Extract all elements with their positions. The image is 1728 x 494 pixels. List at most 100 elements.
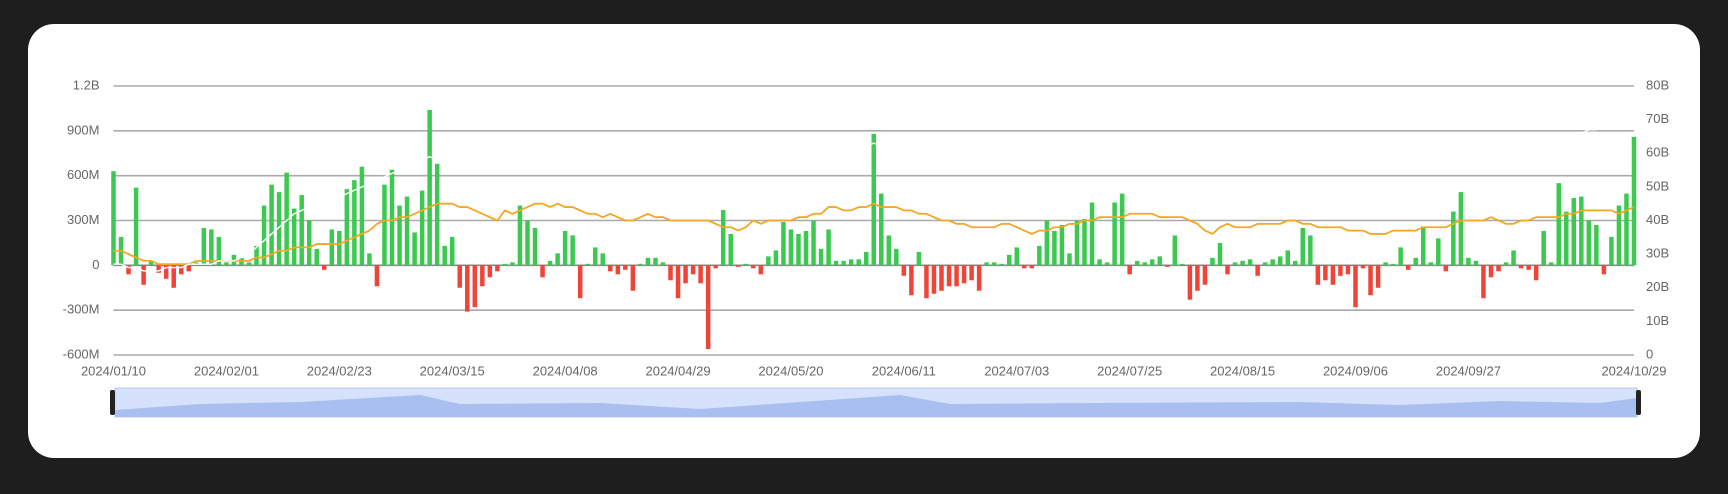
x-tick-label: 2024/10/29	[1601, 363, 1666, 378]
bar	[1217, 242, 1223, 266]
bar	[690, 265, 696, 275]
bar	[585, 263, 590, 266]
bar	[856, 259, 861, 266]
bar	[449, 236, 455, 266]
bar	[1616, 205, 1622, 266]
bar	[352, 180, 357, 266]
bar	[1481, 265, 1486, 299]
bar	[1308, 235, 1313, 266]
bar	[1262, 262, 1268, 266]
bar	[1466, 257, 1471, 266]
bar	[788, 229, 794, 266]
bar	[1503, 262, 1509, 266]
bar	[1097, 259, 1102, 266]
bar	[465, 265, 470, 312]
bar	[562, 230, 568, 266]
bar	[1556, 183, 1561, 266]
bar	[969, 265, 974, 281]
bar	[419, 190, 425, 266]
bar	[1413, 257, 1418, 266]
x-tick-label: 2024/04/29	[646, 363, 711, 378]
bar	[1142, 262, 1147, 266]
bar	[404, 196, 410, 266]
bar	[818, 248, 824, 266]
bar	[1202, 265, 1208, 285]
bar	[1225, 265, 1230, 275]
bar	[1345, 265, 1351, 275]
y2-tick-label: 30B	[1646, 246, 1669, 261]
bar	[1436, 238, 1441, 266]
bar	[1579, 196, 1584, 266]
x-tick-label: 2024/01/10	[81, 363, 146, 378]
bar	[133, 187, 139, 266]
bar	[1119, 193, 1125, 266]
y2-tick-label: 10B	[1646, 313, 1669, 328]
bar	[1104, 262, 1110, 266]
bar	[1052, 230, 1057, 266]
x-tick-label: 2024/02/01	[194, 363, 259, 378]
bar	[156, 265, 161, 273]
bar	[1195, 265, 1200, 291]
y-tick-label: 900M	[67, 122, 100, 137]
bar	[766, 256, 771, 266]
bar	[1232, 262, 1238, 266]
y2-tick-label: 70B	[1646, 111, 1669, 126]
bar	[653, 257, 658, 266]
bar	[1089, 202, 1095, 266]
bar	[1338, 265, 1343, 276]
bar	[638, 263, 643, 266]
bar	[1014, 247, 1020, 266]
bar	[1451, 211, 1456, 266]
x-tick-label: 2024/06/11	[872, 363, 936, 378]
bar	[186, 265, 192, 272]
y-tick-label: 300M	[67, 212, 100, 227]
bar	[389, 169, 395, 266]
bar	[261, 205, 267, 266]
bar	[216, 236, 222, 266]
bar	[999, 263, 1004, 266]
bar	[517, 205, 523, 266]
bar	[1149, 259, 1155, 266]
bar	[442, 245, 447, 266]
bar	[871, 133, 877, 266]
bar	[555, 253, 560, 266]
bar	[1488, 265, 1494, 278]
slider-handle[interactable]	[110, 390, 115, 415]
y2-tick-label: 0	[1646, 346, 1653, 361]
bar	[1375, 265, 1381, 288]
slider-shadow	[115, 395, 1637, 417]
bar	[1586, 220, 1592, 266]
bar	[246, 262, 252, 266]
bar	[532, 227, 538, 266]
y-tick-label: 0	[92, 257, 99, 272]
bar	[510, 262, 515, 266]
bar	[1255, 265, 1260, 276]
x-tick-label: 2024/07/03	[984, 363, 1049, 378]
bar	[961, 265, 967, 284]
bar	[1293, 260, 1298, 266]
bar	[367, 253, 372, 266]
bar	[111, 171, 116, 266]
bar	[600, 253, 606, 266]
bar	[374, 265, 380, 287]
bar	[1563, 211, 1569, 266]
bar	[630, 265, 636, 291]
bar	[1187, 265, 1193, 300]
bar	[1571, 198, 1577, 266]
bar	[879, 193, 884, 266]
bar	[1420, 226, 1426, 266]
bar	[306, 220, 312, 266]
bar	[1405, 265, 1411, 270]
bar	[668, 265, 673, 281]
bar	[728, 233, 733, 266]
bar	[1059, 224, 1065, 266]
bar	[1360, 265, 1366, 269]
bar	[758, 265, 764, 275]
bar	[382, 184, 387, 266]
bar	[1443, 265, 1449, 272]
slider-handle[interactable]	[1636, 390, 1641, 415]
bar	[1398, 247, 1403, 266]
bar	[781, 221, 786, 266]
bar	[705, 265, 711, 350]
